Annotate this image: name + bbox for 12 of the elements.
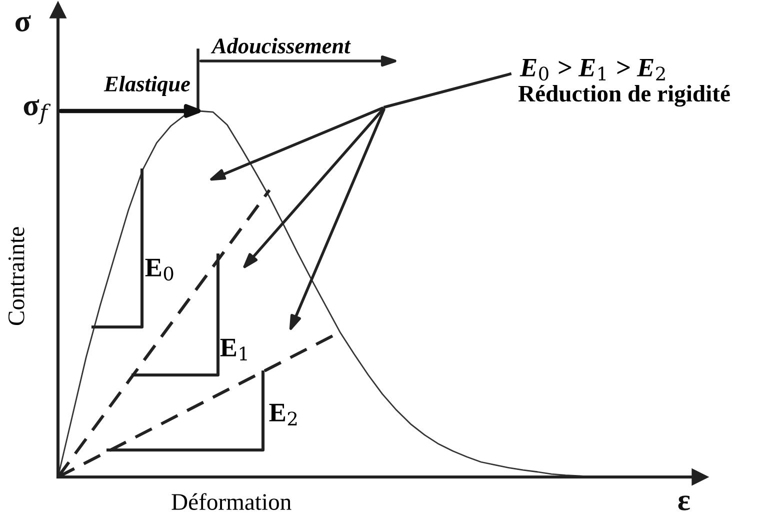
text: Elastique [104,76,190,96]
text: Adoucissement [210,38,351,54]
x-axis-title: Déformation [172,493,292,510]
text: E$_{0}$ > E$_{1}$ > E$_{2}$ [520,58,665,81]
annotation: E$_{1}$ [220,338,247,360]
annotation: E$_{0}$ [145,258,174,281]
annotation: E$_{2}$ [269,404,297,426]
text: Réduction de rigidité [518,85,730,107]
text: σ$_{f}$ [24,99,51,124]
y-axis-title: Contrainte [8,227,24,326]
text: ε [678,496,690,510]
text: σ [16,15,31,32]
